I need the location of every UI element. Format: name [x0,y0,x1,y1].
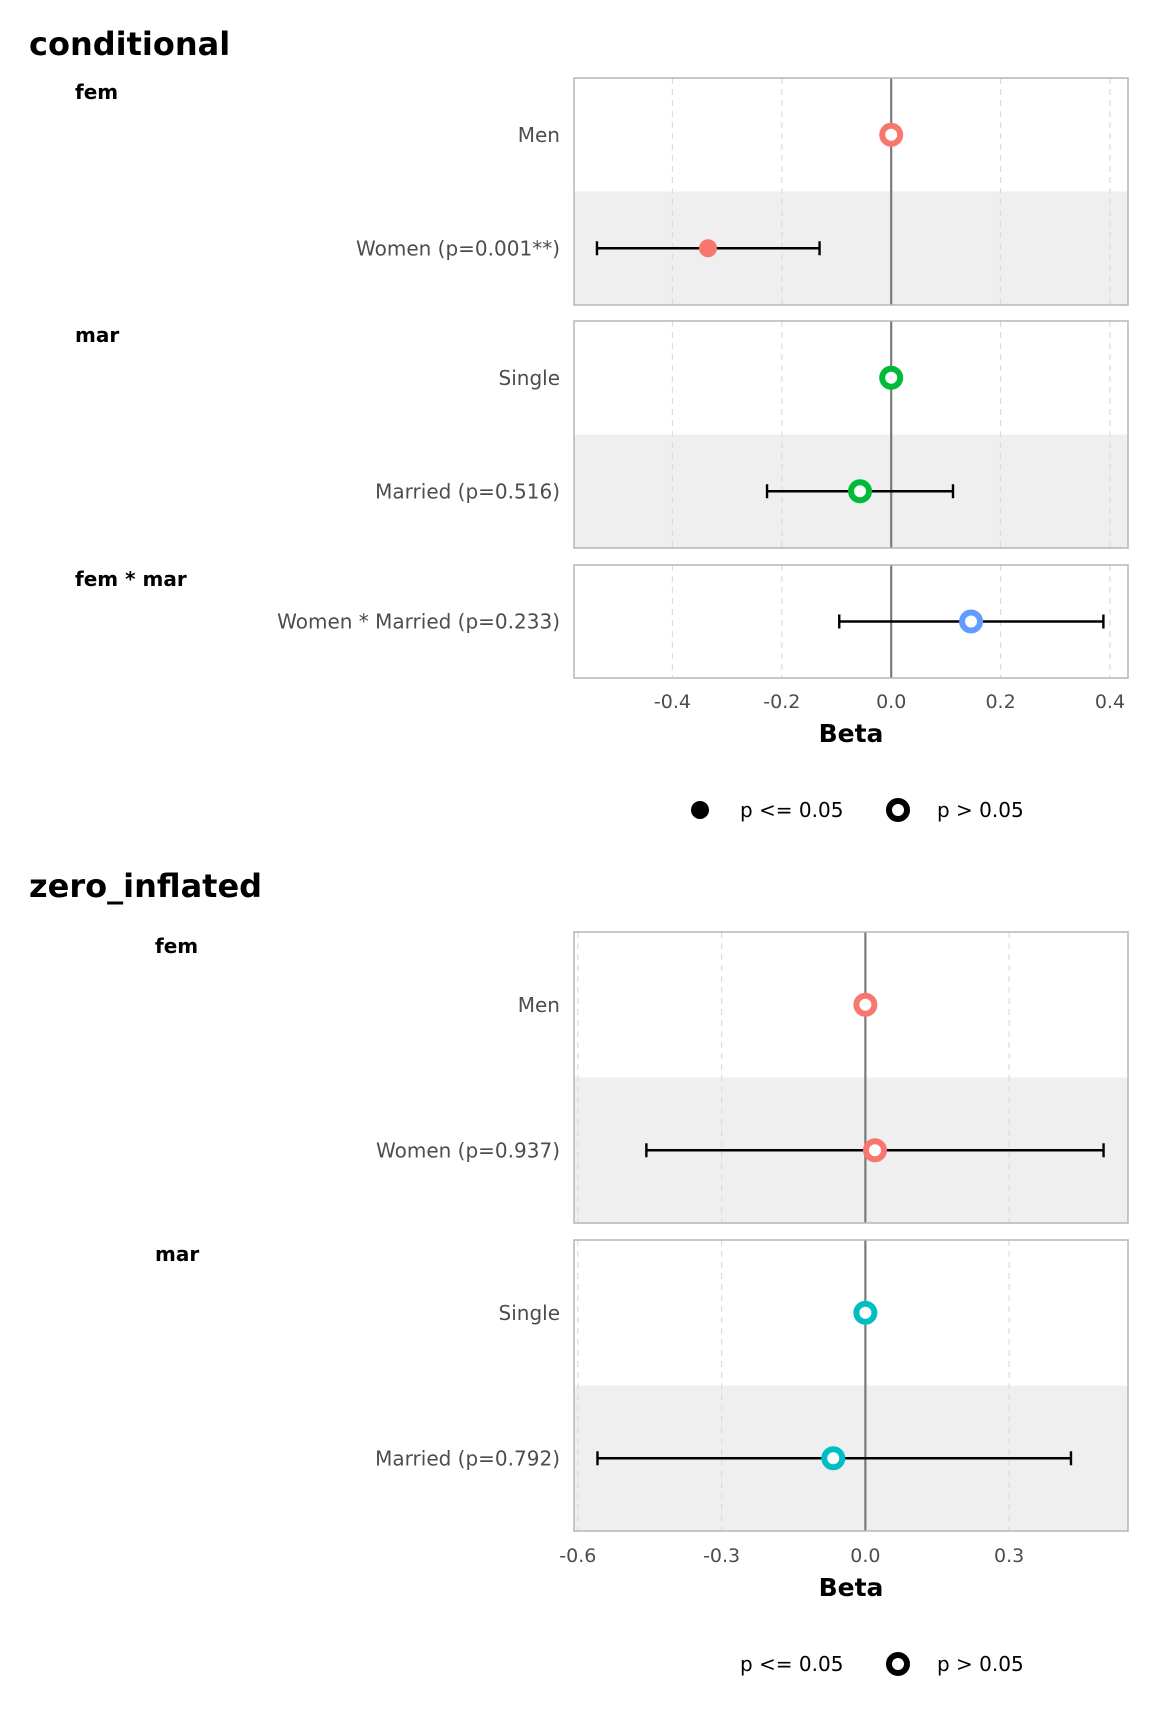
panel-fem-mar: fem * mar Women * Married (p=0.233) [75,564,1129,679]
estimate-point [698,239,717,258]
group-label: mar [75,323,119,347]
estimate-point [879,122,904,147]
x-tick-label: -0.2 [763,691,800,713]
x-tick-label: 0.2 [985,691,1015,713]
group-label: fem [75,80,118,104]
estimate-point [853,992,878,1017]
term-label: Single [499,366,560,390]
group-label: fem [155,934,198,958]
x-tick-label: 0.4 [1095,691,1125,713]
legend-label: p <= 0.05 [740,798,843,822]
panel-fem: fem Men Women (p=0.001**) [75,77,1129,306]
x-tick-label: -0.6 [559,1545,596,1567]
term-label: Married (p=0.516) [375,479,560,503]
chart-title: conditional [29,25,230,63]
legend: p <= 0.05 p > 0.05 [691,798,1024,822]
legend-open-circle-icon [886,798,910,822]
group-label: mar [155,1242,199,1266]
panel-border [573,320,1129,549]
term-label: Married (p=0.792) [375,1446,560,1470]
x-tick-label: -0.4 [654,691,691,713]
term-label: Women (p=0.937) [376,1138,560,1162]
x-axis-title: Beta [819,1573,884,1602]
x-tick-label: 0.3 [994,1545,1024,1567]
term-label: Women (p=0.001**) [356,236,560,260]
group-label: fem * mar [75,567,187,591]
legend-filled-dot-icon [691,801,709,819]
chart-conditional: conditional fem Men Women (p=0.001**) mar Sin… [29,25,1129,822]
legend-label: p > 0.05 [937,1652,1024,1676]
estimate-point [853,1300,878,1325]
term-label: Men [518,993,560,1017]
panel-border [573,77,1129,306]
legend-label: p > 0.05 [937,798,1024,822]
estimate-point [862,1138,887,1163]
legend-open-circle-icon [886,1652,910,1676]
legend: p <= 0.05 p > 0.05 [740,1652,1024,1676]
panel-fem: fem Men Women (p=0.937) [155,931,1129,1224]
panel-mar: mar Single Married (p=0.792) [155,1239,1129,1532]
x-tick-label: -0.3 [703,1545,740,1567]
x-axis-title: Beta [819,719,884,748]
term-label: Single [499,1301,560,1325]
term-label: Women * Married (p=0.233) [277,610,560,634]
panel-border [573,1239,1129,1532]
x-tick-label: 0.0 [850,1545,880,1567]
panel-border [573,564,1129,679]
panel-mar: mar Single Married (p=0.516) [75,320,1129,549]
panel-border [573,931,1129,1224]
estimate-point [959,609,984,634]
chart-title: zero_inflated [29,867,262,905]
x-tick-label: 0.0 [876,691,906,713]
estimate-point [821,1446,846,1471]
estimate-point [848,479,873,504]
legend-label: p <= 0.05 [740,1652,843,1676]
estimate-point [879,365,904,390]
term-label: Men [518,123,560,147]
